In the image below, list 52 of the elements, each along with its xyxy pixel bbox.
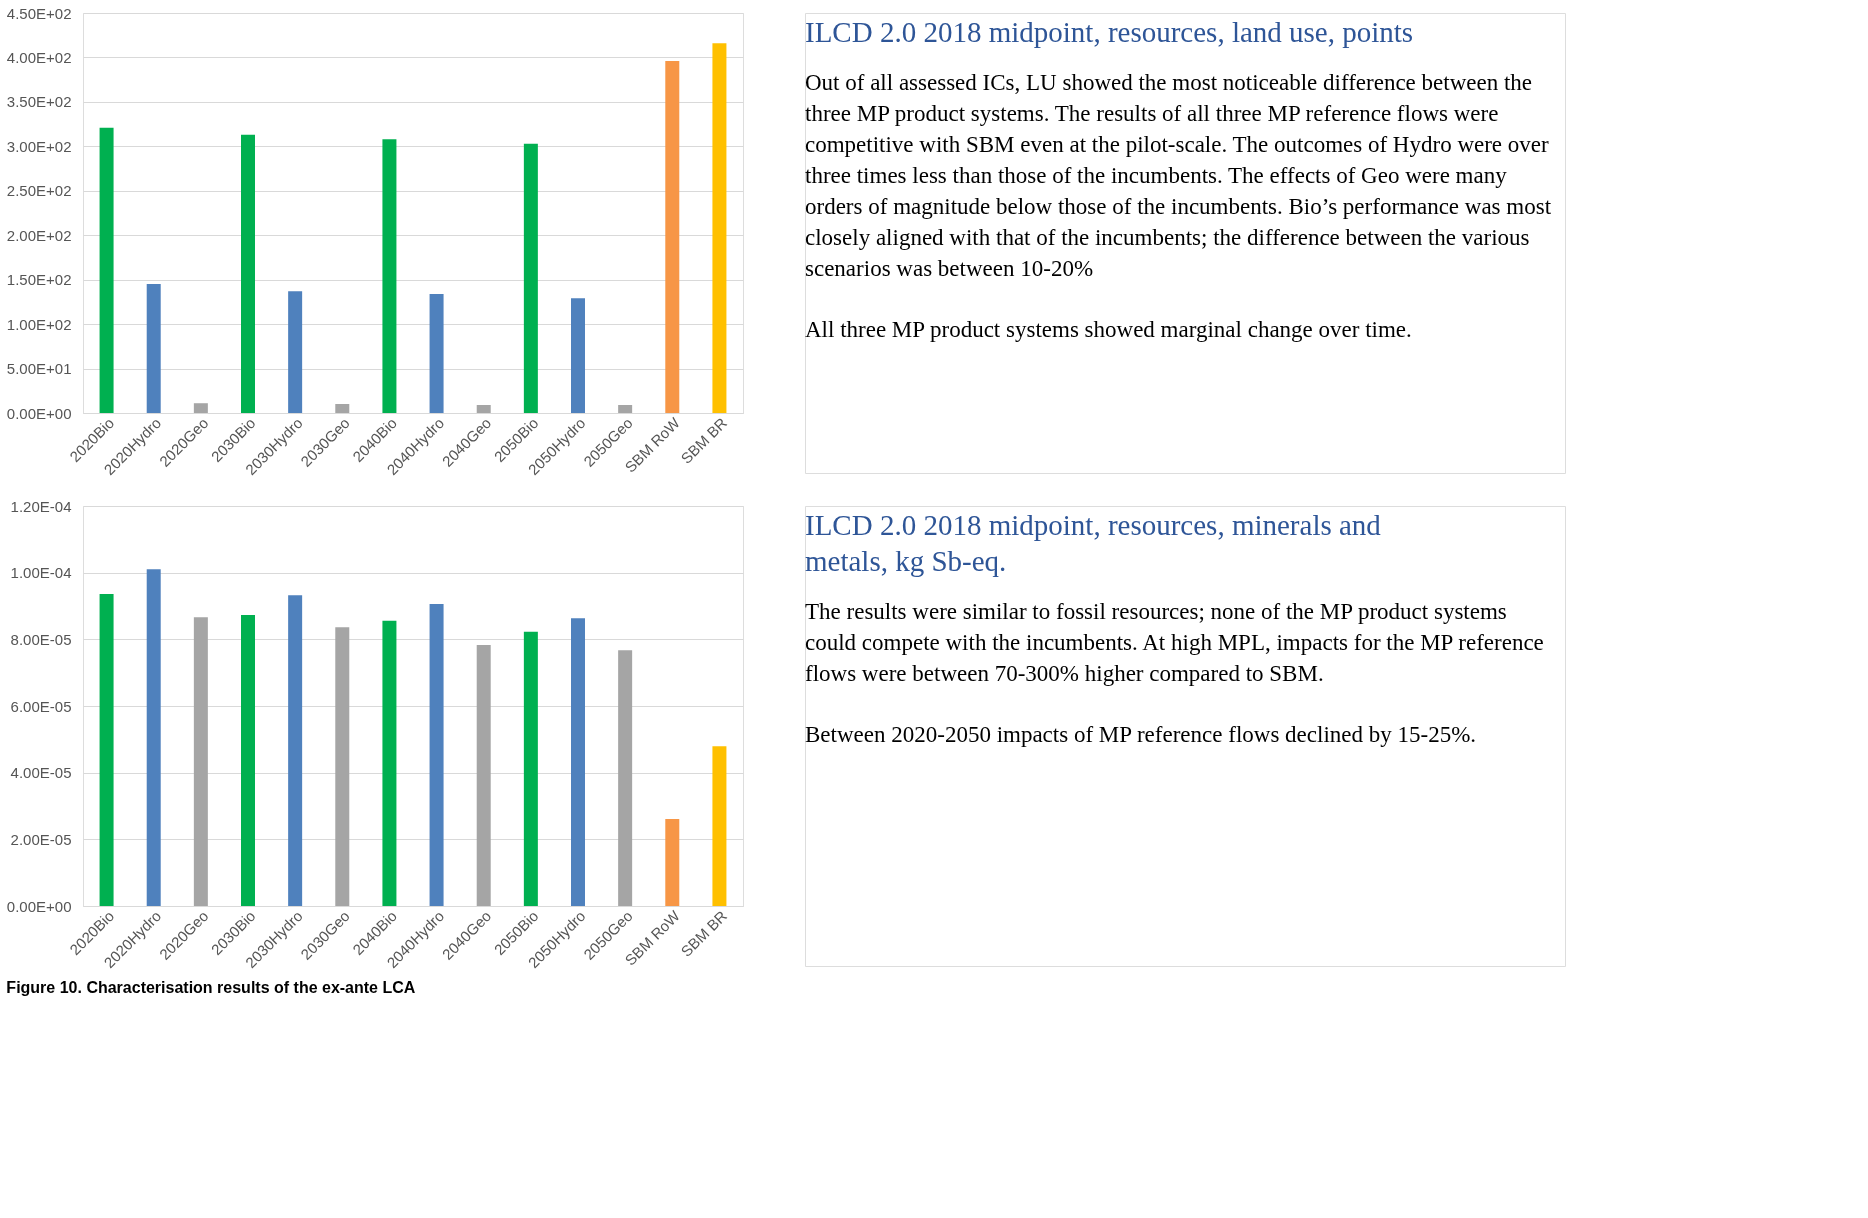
y-tick-label: 4.00E-05 [10, 764, 72, 782]
bar [146, 569, 161, 906]
bar [288, 291, 303, 413]
text: All three MP product systems showed marginal change over time. [805, 317, 1412, 342]
bar [618, 405, 633, 413]
bar [476, 405, 491, 413]
bar [288, 595, 303, 906]
bar [712, 43, 727, 413]
bar [429, 604, 444, 906]
bar [618, 650, 633, 906]
bar [429, 293, 444, 413]
text: Between 2020-2050 impacts of MP reference flows declined by 15-25%. [805, 722, 1477, 747]
bar [335, 404, 350, 413]
y-tick-label: 1.00E+02 [6, 315, 72, 333]
text: The results were similar to fossil resources; none of the MP product systems could compete with the incumbents. At high MPL, impacts for the MP reference flows were between 70-300% higher compared to SBM. [805, 599, 1544, 686]
bar [476, 645, 491, 906]
bar [382, 620, 397, 906]
text: ILCD 2.0 2018 midpoint, resources, minerals and metals, kg Sb-eq. [805, 509, 1382, 577]
y-tick-label: 3.50E+02 [6, 93, 72, 111]
bar [193, 403, 208, 413]
y-tick-label: 3.00E+02 [6, 137, 72, 155]
bar [712, 746, 727, 906]
text: ILCD 2.0 2018 midpoint, resources, land use, points [805, 16, 1414, 48]
y-tick-label: 5.00E+01 [6, 360, 72, 378]
bar [241, 615, 255, 906]
y-tick-label: 2.50E+02 [6, 182, 72, 200]
y-tick-label: 6.00E-05 [10, 697, 72, 715]
y-tick-label: 0.00E+00 [6, 404, 72, 422]
y-tick-label: 2.00E-05 [10, 830, 72, 848]
y-tick-label: 1.00E-04 [10, 564, 72, 582]
bar [571, 618, 585, 906]
y-tick-label: 2.00E+02 [6, 226, 72, 244]
bar [99, 127, 114, 413]
bar [382, 139, 397, 413]
bar [193, 617, 208, 906]
bar [665, 61, 680, 413]
caption: Figure 10. Characterisation results of the ex-ante LCA [6, 979, 416, 997]
bar [146, 284, 161, 413]
y-tick-label: 0.00E+00 [6, 897, 72, 915]
bar [523, 631, 538, 906]
bar [241, 134, 255, 413]
y-tick-label: 4.00E+02 [6, 48, 72, 66]
bar [99, 594, 114, 906]
text: Out of all assessed ICs, LU showed the most noticeable difference between the three MP product systems. The results of all three MP reference flows were competitive with SBM even at the pilot-scale. The outcomes of Hydro were over three times less than those of the incumbents. The effects of Geo were many orders of magnitude below those of the incumbents. Bio’s performance was most closely aligned with that of the incumbents; the difference between the various scenarios was between 10-20% [805, 70, 1552, 281]
y-tick-label: 1.20E-04 [10, 497, 72, 515]
bar [523, 143, 538, 413]
y-tick-label: 4.50E+02 [6, 4, 72, 22]
bar [571, 298, 585, 413]
y-tick-label: 1.50E+02 [6, 271, 72, 289]
bar [335, 627, 350, 906]
bar [665, 819, 680, 906]
y-tick-label: 8.00E-05 [10, 630, 72, 648]
